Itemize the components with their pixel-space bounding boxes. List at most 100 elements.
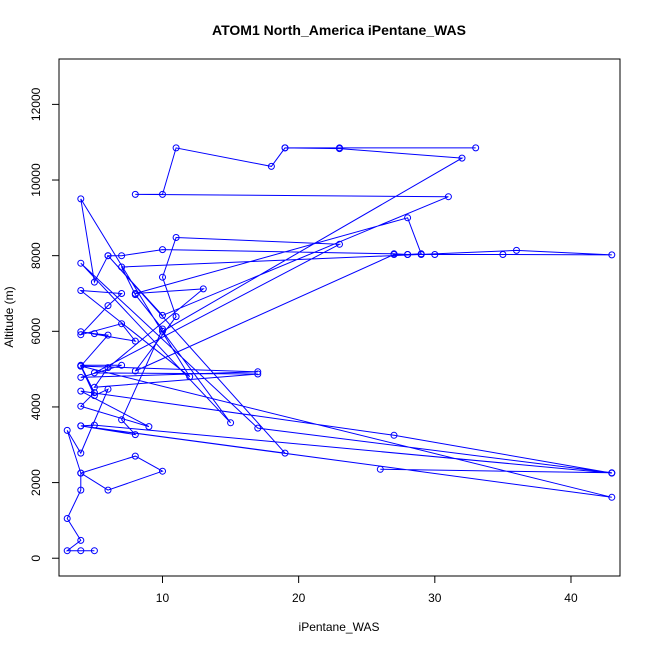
data-point bbox=[458, 154, 466, 162]
x-tick-label: 40 bbox=[564, 591, 578, 605]
y-axis: 0 2000 4000 6000 8000 10000 12000 bbox=[29, 87, 60, 562]
data-point bbox=[131, 290, 139, 297]
data-point bbox=[336, 145, 343, 153]
data-point bbox=[90, 330, 98, 338]
data-point bbox=[431, 251, 439, 258]
data-point bbox=[336, 240, 343, 248]
data-point bbox=[90, 421, 98, 429]
data-point bbox=[77, 195, 85, 203]
data-point bbox=[608, 493, 616, 501]
data-point bbox=[199, 285, 207, 293]
series-line bbox=[65, 147, 612, 552]
plot-frame bbox=[58, 58, 621, 577]
data-point bbox=[159, 190, 166, 198]
data-point bbox=[172, 313, 180, 321]
data-point bbox=[444, 193, 452, 201]
chart-title: ATOM1 North_America iPentane_WAS bbox=[212, 22, 466, 38]
data-point bbox=[104, 486, 112, 494]
data-point bbox=[118, 361, 126, 369]
data-point bbox=[77, 287, 85, 294]
data-point bbox=[90, 389, 98, 397]
data-point bbox=[159, 325, 166, 333]
x-tick-label: 30 bbox=[428, 591, 442, 605]
data-point bbox=[118, 416, 126, 424]
data-point bbox=[104, 364, 112, 372]
data-point bbox=[104, 385, 112, 393]
data-point bbox=[77, 422, 85, 430]
data-point bbox=[513, 246, 520, 254]
data-point bbox=[159, 273, 166, 281]
y-tick-label: 4000 bbox=[29, 393, 43, 420]
data-point bbox=[145, 423, 153, 431]
data-point bbox=[608, 469, 616, 477]
data-point bbox=[254, 368, 262, 376]
data-point bbox=[77, 331, 85, 339]
data-point bbox=[186, 373, 194, 381]
data-point bbox=[90, 278, 98, 286]
data-point bbox=[608, 251, 616, 259]
data-point bbox=[77, 449, 85, 457]
data-point bbox=[90, 383, 98, 391]
y-axis-label: Altitude (m) bbox=[2, 286, 16, 347]
data-point bbox=[118, 252, 126, 260]
data-point bbox=[131, 452, 139, 460]
data-point bbox=[118, 290, 126, 297]
x-axis-label: iPentane_WAS bbox=[299, 620, 380, 634]
data-point bbox=[104, 252, 112, 260]
data-point bbox=[90, 369, 98, 377]
data-point bbox=[172, 144, 180, 152]
data-point bbox=[159, 467, 166, 475]
data-point bbox=[254, 424, 262, 432]
data-point bbox=[77, 362, 85, 370]
y-tick-label: 8000 bbox=[29, 242, 43, 269]
series-layer bbox=[63, 144, 616, 555]
data-point bbox=[376, 465, 384, 473]
data-point bbox=[63, 547, 71, 555]
data-point bbox=[77, 259, 85, 267]
data-point bbox=[104, 302, 112, 310]
data-point bbox=[63, 515, 71, 522]
data-point bbox=[90, 392, 98, 400]
y-tick-label: 6000 bbox=[29, 318, 43, 345]
data-point bbox=[77, 387, 85, 395]
x-tick-label: 10 bbox=[156, 591, 170, 605]
data-point bbox=[104, 331, 112, 339]
data-point bbox=[131, 337, 139, 345]
x-tick-label: 20 bbox=[292, 591, 306, 605]
data-point bbox=[472, 144, 480, 152]
data-point bbox=[267, 162, 275, 170]
data-point bbox=[77, 469, 85, 477]
y-tick-label: 10000 bbox=[29, 163, 43, 197]
data-point bbox=[499, 251, 507, 258]
data-point bbox=[281, 449, 289, 457]
data-point bbox=[118, 320, 126, 328]
data-point bbox=[404, 214, 412, 222]
data-point bbox=[77, 536, 85, 544]
data-point bbox=[77, 402, 85, 410]
y-tick-label: 0 bbox=[29, 555, 43, 562]
data-point bbox=[390, 250, 398, 258]
data-point bbox=[227, 419, 235, 427]
data-point bbox=[159, 246, 166, 254]
data-point bbox=[390, 431, 398, 439]
data-point bbox=[254, 370, 262, 378]
y-tick-label: 12000 bbox=[29, 87, 43, 121]
x-axis: 10 20 30 40 bbox=[156, 575, 578, 605]
data-point bbox=[417, 250, 425, 258]
data-point bbox=[77, 328, 85, 336]
data-point bbox=[118, 263, 126, 271]
data-point bbox=[77, 486, 85, 494]
data-point bbox=[404, 251, 412, 258]
data-point bbox=[90, 547, 98, 555]
data-point bbox=[77, 547, 85, 555]
data-point bbox=[281, 144, 289, 152]
data-point bbox=[131, 190, 139, 198]
data-point bbox=[131, 431, 139, 439]
data-point bbox=[131, 367, 139, 375]
data-point bbox=[172, 234, 180, 241]
data-point bbox=[77, 373, 85, 381]
data-point bbox=[159, 327, 166, 335]
data-point bbox=[159, 311, 166, 319]
y-tick-label: 2000 bbox=[29, 469, 43, 496]
